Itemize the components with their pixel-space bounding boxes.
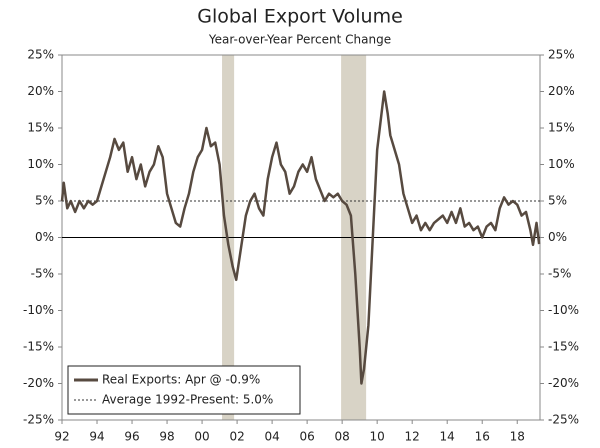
legend-label: Real Exports: Apr @ -0.9%: [102, 373, 260, 387]
x-tick-label: 06: [299, 430, 314, 444]
x-tick-label: 12: [405, 430, 420, 444]
y-tick-label: -10%: [23, 303, 54, 317]
x-tick-label: 00: [194, 430, 209, 444]
y-tick-label: 15%: [27, 121, 54, 135]
y2-tick-label: -10%: [548, 303, 579, 317]
y-tick-label: 5%: [35, 194, 54, 208]
y-tick-label: -25%: [23, 413, 54, 427]
x-tick-label: 96: [124, 430, 139, 444]
y2-tick-label: -15%: [548, 340, 579, 354]
y2-tick-label: 10%: [548, 157, 575, 171]
y2-tick-label: -5%: [548, 267, 571, 281]
y-tick-label: 20%: [27, 84, 54, 98]
y2-tick-label: -25%: [548, 413, 579, 427]
y2-tick-label: 15%: [548, 121, 575, 135]
x-tick-label: 16: [475, 430, 490, 444]
y-tick-label: 25%: [27, 48, 54, 62]
y2-tick-label: 5%: [548, 194, 567, 208]
x-tick-label: 04: [264, 430, 279, 444]
y2-tick-label: 0%: [548, 230, 567, 244]
x-tick-label: 92: [54, 430, 69, 444]
x-tick-label: 18: [510, 430, 525, 444]
y2-tick-label: 20%: [548, 84, 575, 98]
y2-tick-label: -20%: [548, 376, 579, 390]
y2-tick-label: 25%: [548, 48, 575, 62]
x-tick-label: 10: [370, 430, 385, 444]
chart-title: Global Export Volume: [197, 6, 403, 28]
y-tick-label: 0%: [35, 230, 54, 244]
legend-box: [67, 365, 301, 415]
x-tick-label: 08: [335, 430, 350, 444]
x-tick-label: 94: [89, 430, 104, 444]
y-tick-label: -20%: [23, 376, 54, 390]
x-tick-label: 14: [440, 430, 455, 444]
y-tick-label: -15%: [23, 340, 54, 354]
legend-label: Average 1992-Present: 5.0%: [102, 393, 273, 407]
x-tick-label: 98: [159, 430, 174, 444]
y-tick-label: 10%: [27, 157, 54, 171]
chart-subtitle: Year-over-Year Percent Change: [208, 33, 391, 47]
data-line: [60, 90, 541, 385]
x-tick-label: 02: [229, 430, 244, 444]
y-tick-label: -5%: [31, 267, 54, 281]
